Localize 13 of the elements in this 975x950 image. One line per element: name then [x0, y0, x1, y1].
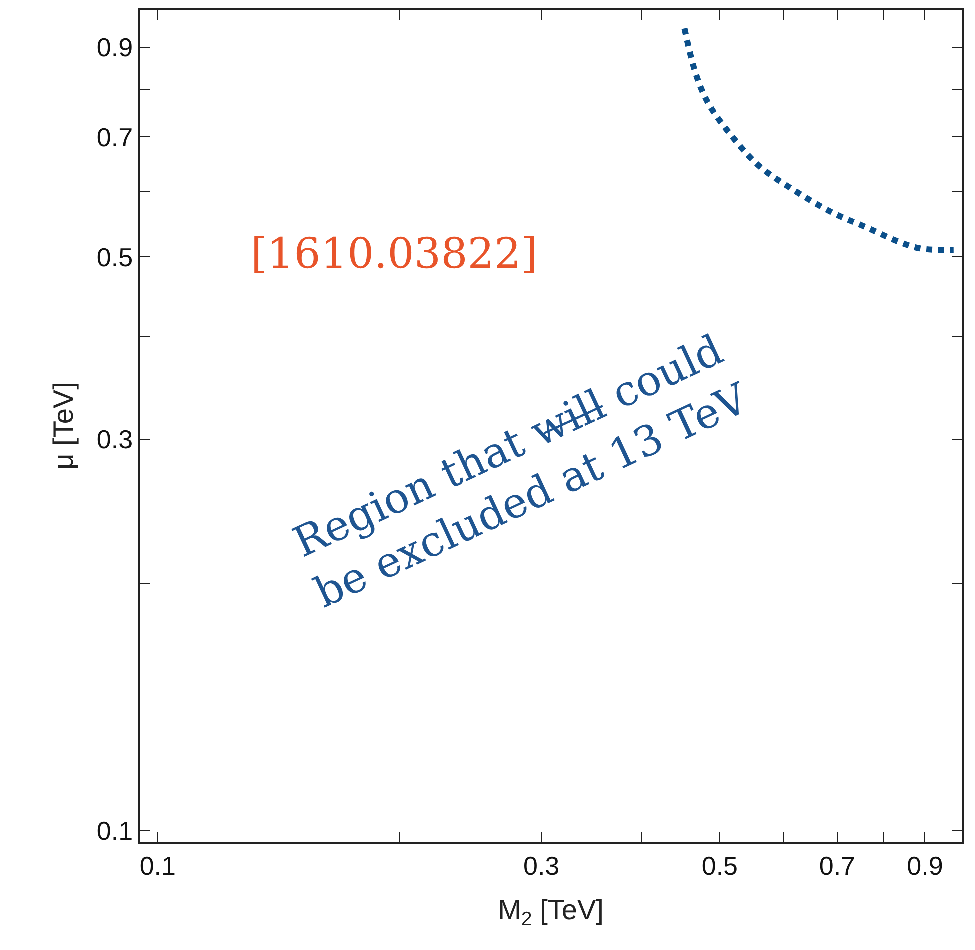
x-tick-label: 0.1 [140, 850, 176, 881]
x-tick-label: 0.7 [819, 850, 856, 881]
y-axis-title: μ [TeV] [48, 382, 80, 470]
y-tick-label: 0.7 [96, 122, 134, 152]
y-tick-label: 0.3 [96, 424, 134, 454]
x-tick-label: 0.9 [907, 850, 944, 881]
y-tick-label: 0.5 [96, 242, 134, 272]
x-tick-label: 0.5 [702, 850, 738, 881]
x-tick-label: 0.3 [523, 850, 560, 881]
y-tick-label: 0.9 [96, 32, 134, 63]
y-tick-label: 0.1 [96, 816, 134, 846]
annotation: [1610.03822] [251, 229, 538, 278]
x-axis-title: M$_{2}$ [TeV] [498, 894, 604, 930]
